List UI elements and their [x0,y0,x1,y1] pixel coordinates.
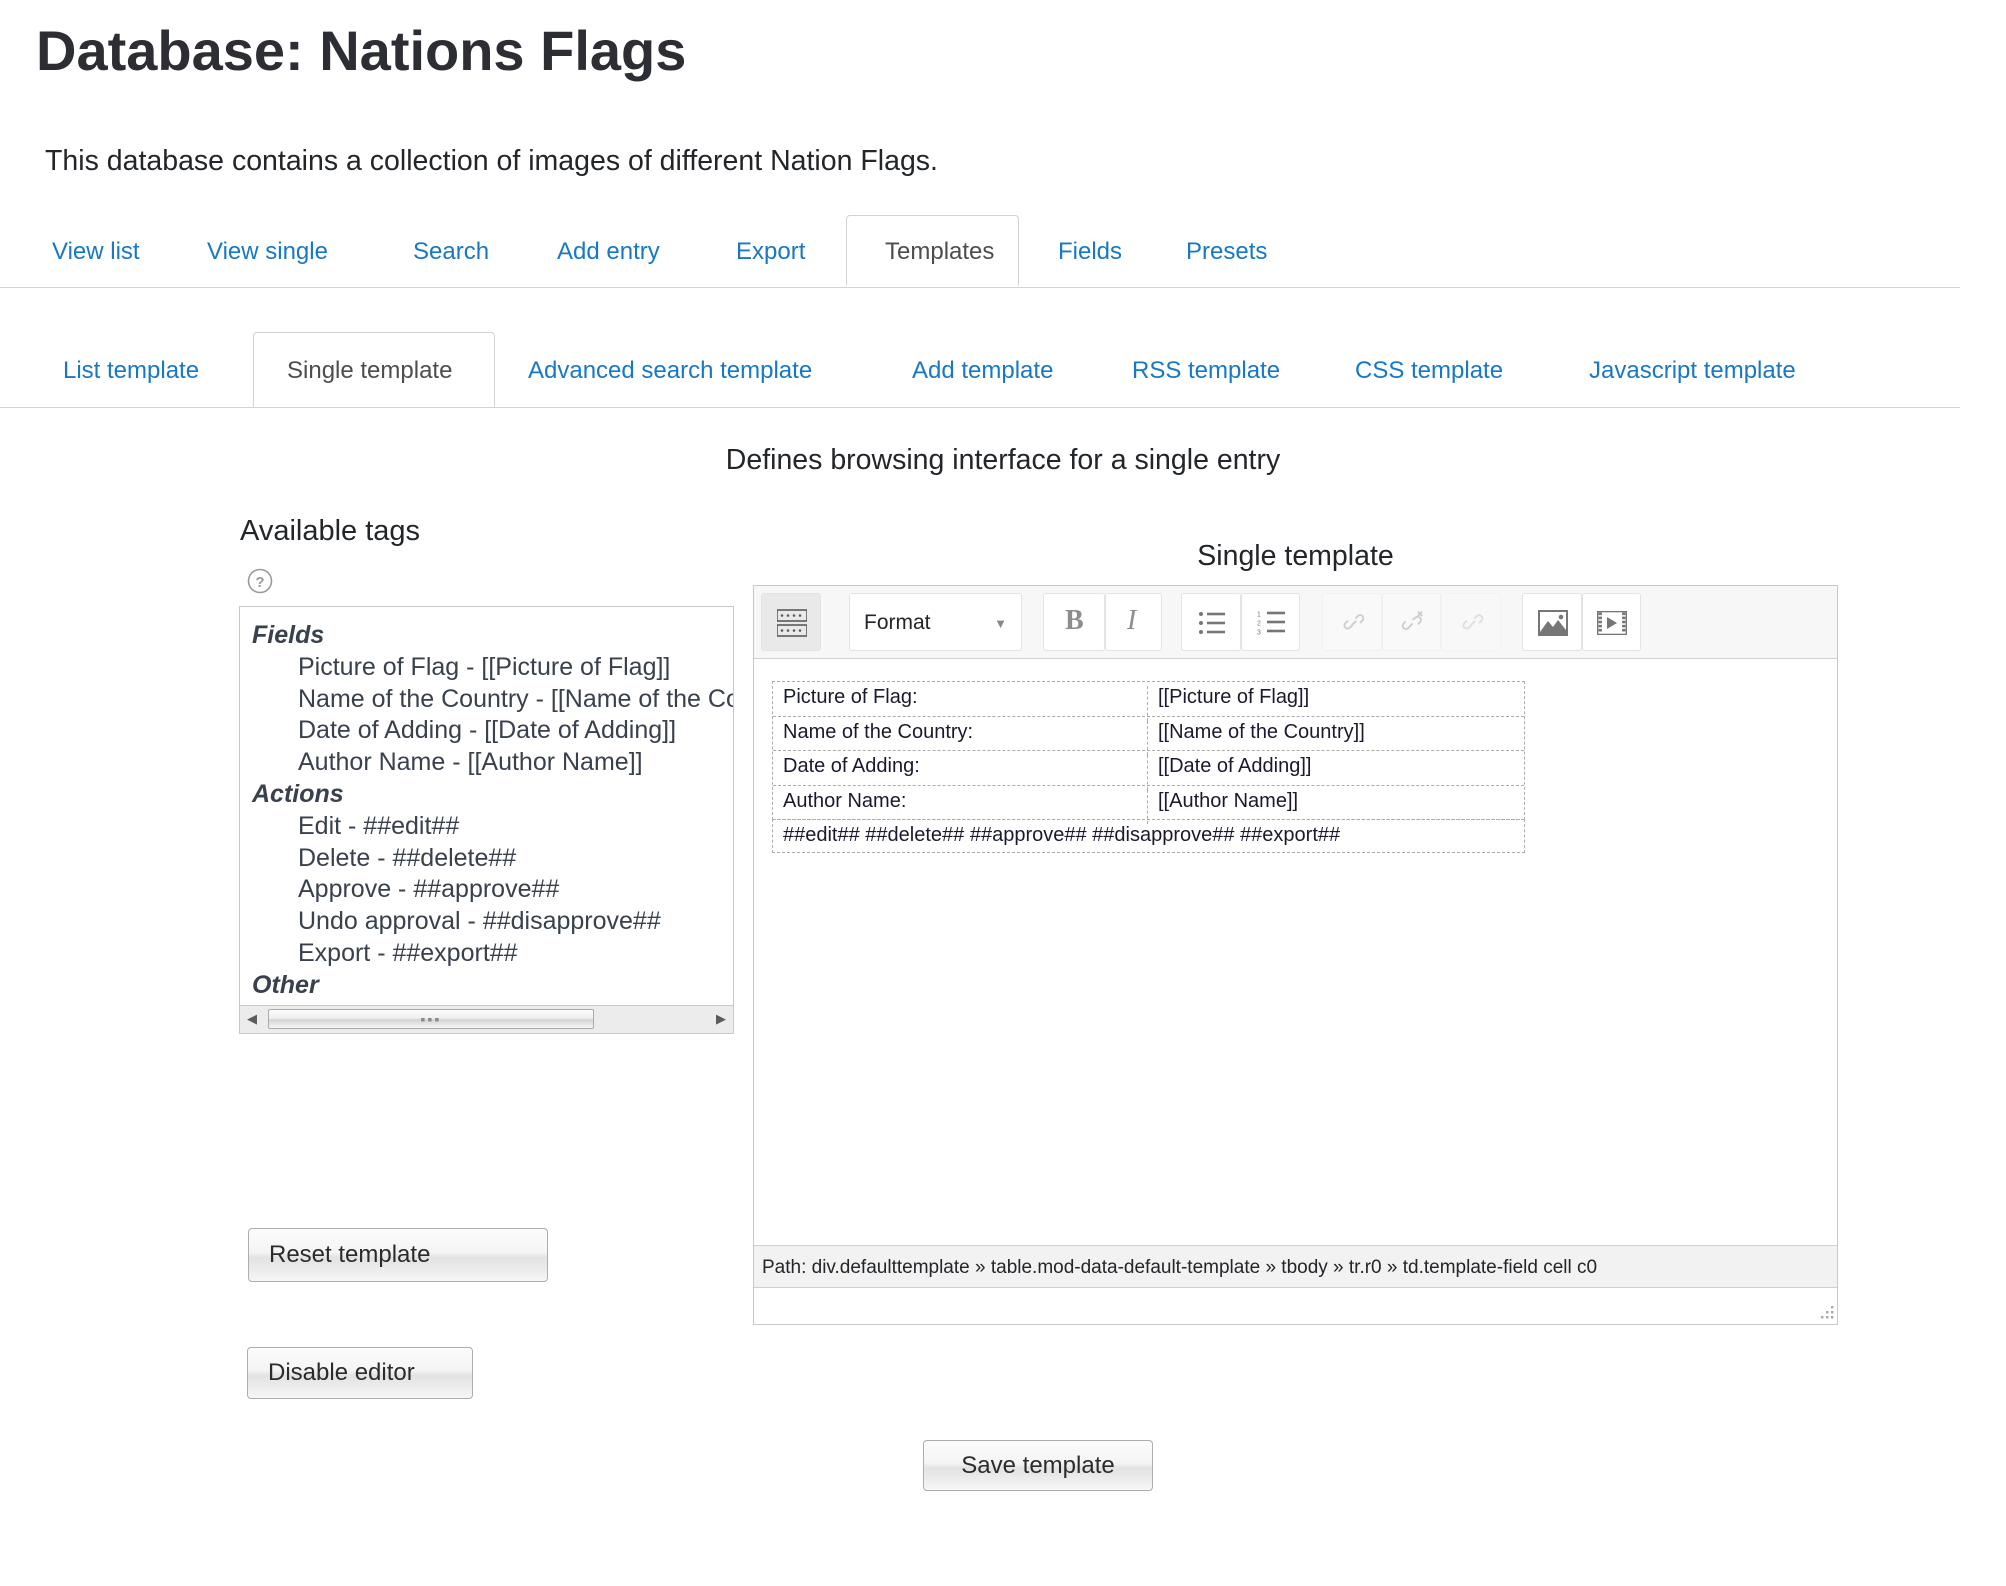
svg-text:2: 2 [1257,621,1261,628]
svg-text:3: 3 [1257,630,1261,636]
svg-text:1: 1 [1257,612,1261,619]
svg-text:?: ? [255,574,264,591]
